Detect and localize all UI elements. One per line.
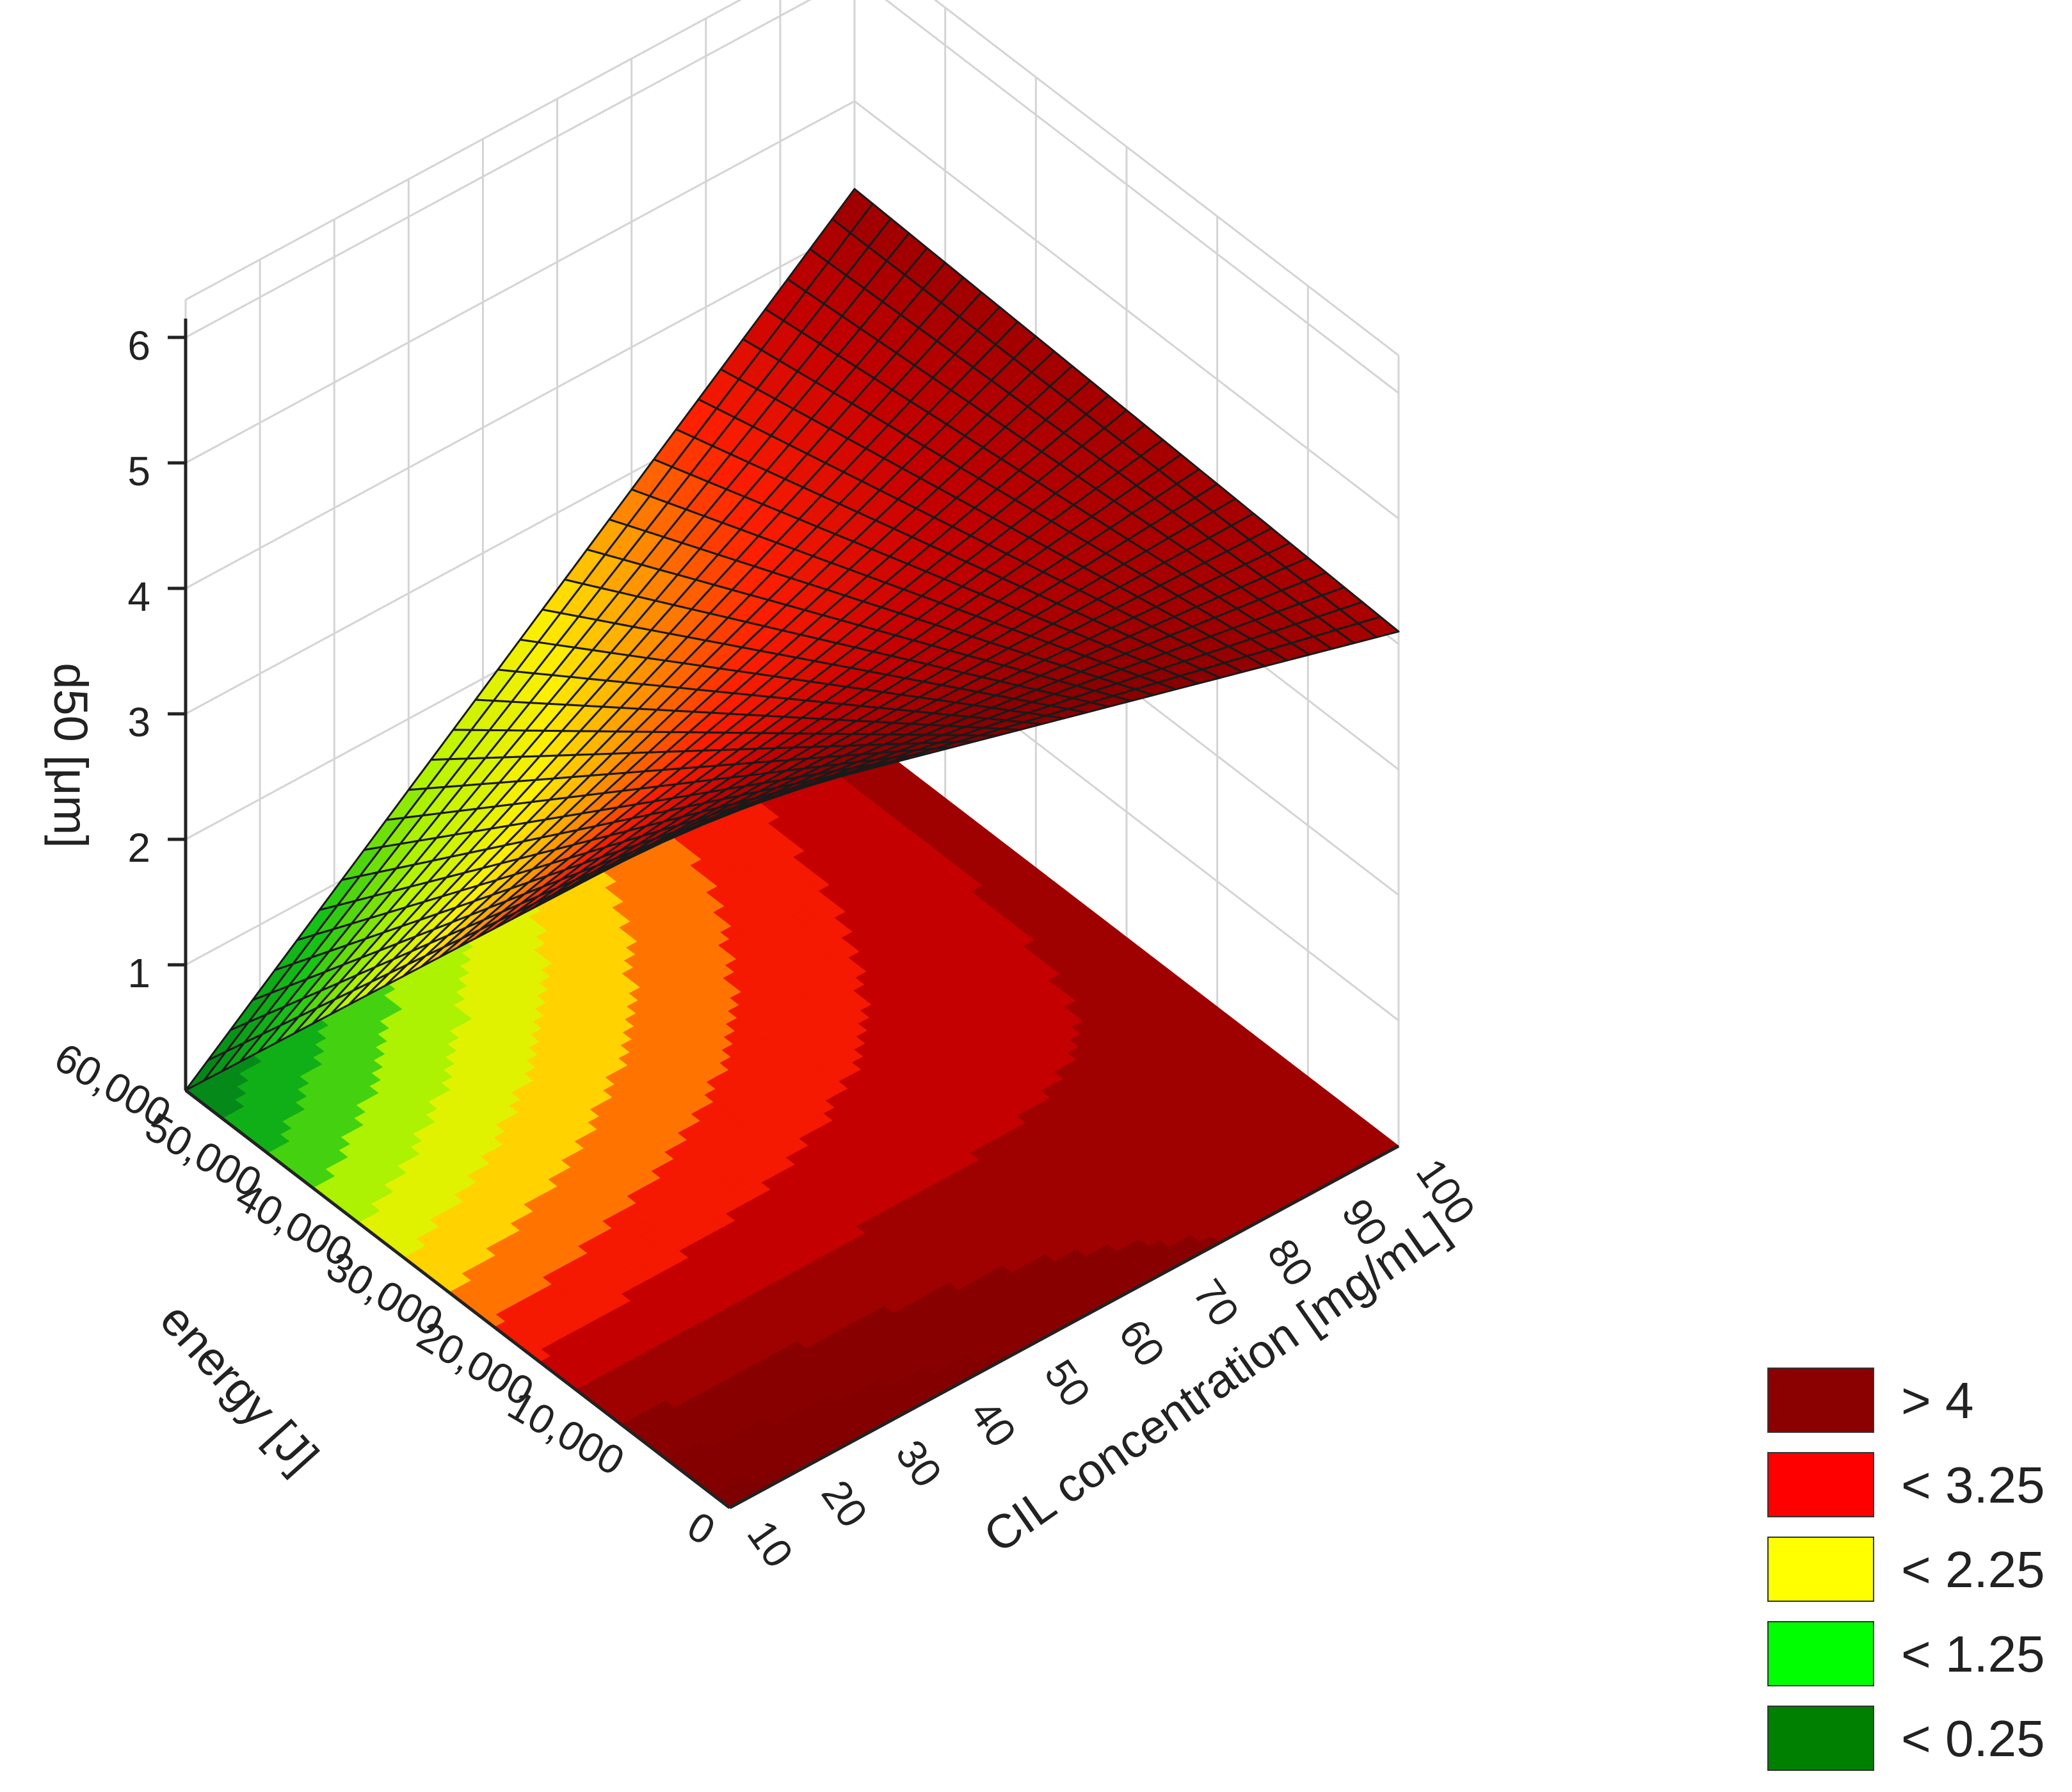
legend-label: < 2.25 bbox=[1901, 1541, 2045, 1598]
legend-item: < 2.25 bbox=[1767, 1537, 2045, 1602]
legend-label: < 3.25 bbox=[1901, 1457, 2045, 1514]
z-tick-label: 3 bbox=[127, 699, 150, 745]
legend-swatch bbox=[1767, 1706, 1874, 1771]
legend-label: < 0.25 bbox=[1901, 1710, 2045, 1767]
x-tick-label: 20 bbox=[813, 1472, 877, 1536]
z-tick-label: 4 bbox=[127, 574, 150, 620]
response-surface bbox=[184, 188, 1400, 1092]
y-axis-title: energy [J] bbox=[150, 1293, 328, 1483]
axes bbox=[168, 318, 1400, 1510]
z-axis-title: d50 [μm] bbox=[44, 663, 97, 848]
x-tick-label: 40 bbox=[961, 1391, 1025, 1455]
legend-item: < 1.25 bbox=[1767, 1621, 2045, 1686]
x-tick-label: 30 bbox=[887, 1432, 951, 1496]
x-tick-label: 70 bbox=[1184, 1271, 1248, 1335]
grid-line bbox=[185, 0, 1399, 394]
legend-item: > 4 bbox=[1767, 1368, 1973, 1433]
legend-swatch bbox=[1767, 1368, 1874, 1433]
z-tick-label: 1 bbox=[127, 950, 150, 996]
legend-swatch bbox=[1767, 1621, 1874, 1686]
y-tick-label: 0 bbox=[680, 1503, 723, 1554]
x-tick-label: 60 bbox=[1110, 1311, 1174, 1375]
z-tick-label: 5 bbox=[127, 448, 150, 494]
surface-cell bbox=[711, 798, 753, 816]
x-axis-line bbox=[728, 1144, 1400, 1510]
grid-line bbox=[185, 0, 1399, 357]
legend: > 4 < 3.25 < 2.25 < 1.25 < 0.25 bbox=[1767, 1368, 2045, 1771]
legend-label: > 4 bbox=[1901, 1372, 1973, 1429]
legend-label: < 1.25 bbox=[1901, 1626, 2045, 1683]
contour-floor bbox=[184, 728, 1400, 1508]
x-tick-label: 50 bbox=[1036, 1352, 1100, 1416]
grid-line bbox=[185, 100, 1399, 520]
z-tick-label: 2 bbox=[127, 825, 150, 871]
y-axis-line bbox=[184, 1089, 731, 1509]
legend-item: < 0.25 bbox=[1767, 1706, 2045, 1771]
x-tick-label: 10 bbox=[739, 1512, 803, 1576]
legend-item: < 3.25 bbox=[1767, 1452, 2045, 1517]
z-tick-label: 6 bbox=[127, 323, 150, 369]
legend-swatch bbox=[1767, 1452, 1874, 1517]
legend-swatch bbox=[1767, 1537, 1874, 1602]
y-tick-label: 60,000 bbox=[47, 1034, 179, 1136]
